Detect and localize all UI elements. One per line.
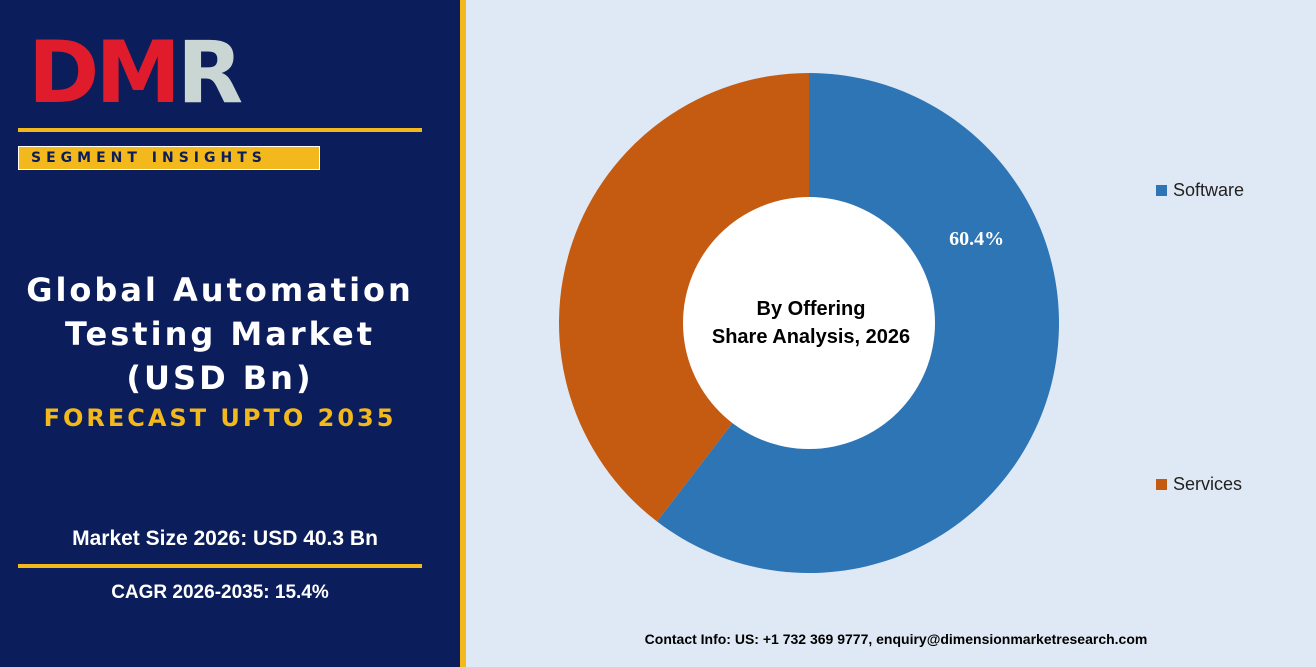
gold-vertical-divider: [460, 0, 466, 667]
legend-label-services: Services: [1173, 474, 1243, 494]
center-label-line-2: Share Analysis, 2026: [712, 326, 910, 348]
dmr-logo-letters: DMR: [28, 23, 243, 123]
donut-hole: [683, 197, 935, 449]
center-label-line-1: By Offering: [757, 298, 866, 320]
segment-insights-label: SEGMENT INSIGHTS: [31, 150, 267, 166]
report-title-line-2: Testing Market: [64, 315, 376, 353]
donut-chart: By Offering Share Analysis, 2026 60.4%: [558, 73, 1059, 573]
left-info-panel: DMR SEGMENT INSIGHTS Global Automation T…: [0, 0, 460, 667]
dmr-logo: DMR: [28, 23, 243, 123]
report-title-line-3: (USD Bn): [126, 359, 314, 397]
chart-panel: By Offering Share Analysis, 2026 60.4% S…: [466, 0, 1316, 667]
donut-slice-services: [558, 73, 809, 522]
legend-swatch-services: [1156, 479, 1167, 490]
contact-info: Contact Info: US: +1 732 369 9777, enqui…: [644, 631, 1148, 647]
data-labels: 60.4%: [949, 228, 1004, 250]
data-label-software: 60.4%: [949, 228, 1004, 250]
legend-swatch-software: [1156, 185, 1167, 196]
gold-divider-bottom: [18, 564, 422, 568]
forecast-subtitle: FORECAST UPTO 2035: [43, 404, 397, 432]
report-title: Global Automation Testing Market (USD Bn…: [0, 268, 440, 400]
cagr-text: CAGR 2026-2035: 15.4%: [111, 582, 329, 603]
market-size-text: Market Size 2026: USD 40.3 Bn: [72, 527, 378, 550]
legend-label-software: Software: [1173, 180, 1245, 200]
gold-divider-top: [18, 128, 422, 132]
report-title-line-1: Global Automation: [26, 271, 414, 309]
segment-insights-badge: SEGMENT INSIGHTS: [18, 146, 320, 170]
